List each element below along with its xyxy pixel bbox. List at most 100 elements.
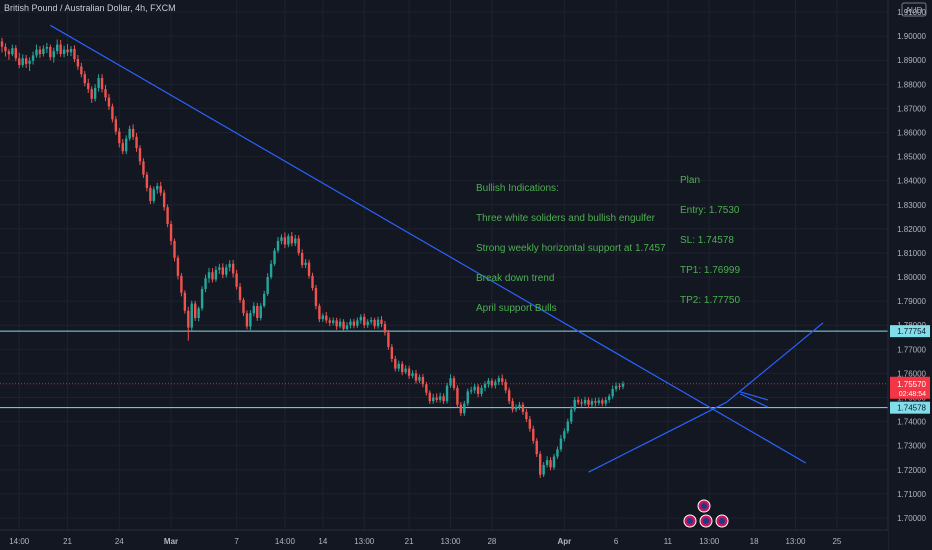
candle-body xyxy=(142,161,145,175)
candle xyxy=(614,382,618,392)
candle xyxy=(438,392,442,403)
candle-body xyxy=(245,313,249,327)
candle xyxy=(401,361,404,376)
candle xyxy=(490,378,494,389)
candle xyxy=(525,409,528,423)
candle xyxy=(56,39,59,55)
candle-body xyxy=(521,404,525,412)
candle xyxy=(452,375,456,391)
plan-line: SL: 1.74578 xyxy=(680,235,734,246)
candle xyxy=(545,456,549,468)
candle-body xyxy=(145,174,149,188)
candle xyxy=(194,300,197,321)
candle-body xyxy=(390,346,394,359)
level-price-tag: 1.77754 xyxy=(890,325,930,338)
bullish-line: Three white soliders and bullish engulfe… xyxy=(476,213,655,224)
candle xyxy=(432,393,435,404)
y-tick-label: 1.81000 xyxy=(897,249,926,258)
candle-body xyxy=(100,78,104,90)
candle xyxy=(35,44,38,58)
candle-body xyxy=(66,49,69,53)
candle xyxy=(414,370,418,384)
candle-body xyxy=(307,262,311,276)
candle xyxy=(604,397,607,407)
candle-body xyxy=(556,449,559,457)
candle xyxy=(242,297,245,317)
countdown-label: 02:48:54 xyxy=(899,391,926,398)
candle xyxy=(539,451,542,478)
candle-body xyxy=(504,381,507,391)
candle-body xyxy=(149,187,152,201)
y-tick-label: 1.90000 xyxy=(897,32,926,41)
bullish-indications-note: Bullish Indications: Three white solider… xyxy=(476,164,666,334)
candle xyxy=(559,434,563,452)
candle xyxy=(435,393,438,403)
x-tick-label: Apr xyxy=(557,537,571,546)
candle xyxy=(235,269,238,290)
candle xyxy=(221,263,224,279)
candle-body xyxy=(559,438,563,450)
candle xyxy=(121,139,124,155)
candle-body xyxy=(539,454,542,475)
candle xyxy=(445,382,449,404)
grid xyxy=(0,0,888,530)
candle-body xyxy=(621,383,625,387)
candle-body xyxy=(335,320,338,327)
candle xyxy=(342,319,345,332)
candle xyxy=(373,317,376,329)
candle xyxy=(328,317,331,327)
candle xyxy=(290,231,293,247)
candle xyxy=(93,84,97,102)
candle-body xyxy=(611,389,614,397)
x-tick-label: 13:00 xyxy=(785,537,806,546)
plan-line: TP2: 1.77750 xyxy=(680,295,741,306)
candle xyxy=(514,404,518,412)
candle-body xyxy=(90,89,93,99)
candle xyxy=(200,286,204,311)
candle-body xyxy=(18,58,21,66)
candle xyxy=(618,383,621,390)
candle-body xyxy=(273,250,276,264)
candle xyxy=(387,329,390,350)
candle xyxy=(42,45,45,57)
candle xyxy=(345,322,349,332)
candle xyxy=(21,54,24,68)
candle-body xyxy=(118,131,121,144)
last-price-tag-bg xyxy=(890,376,930,399)
candle-body xyxy=(35,49,38,56)
last-price-tag: 1.75570 02:48:54 xyxy=(890,376,930,399)
candle-body xyxy=(180,275,183,293)
candle-body xyxy=(425,384,428,393)
candle-body xyxy=(470,390,473,392)
candle-body xyxy=(242,299,245,314)
x-tick-label: 21 xyxy=(63,537,72,546)
candle-body xyxy=(328,320,331,323)
candle xyxy=(214,266,218,282)
candle-body xyxy=(601,400,604,404)
candle-body xyxy=(125,138,128,152)
candle xyxy=(425,381,428,396)
x-tick-label: 14:00 xyxy=(9,537,30,546)
candle xyxy=(570,406,573,424)
candle-body xyxy=(618,385,621,387)
candle xyxy=(356,317,359,328)
candle-body xyxy=(570,409,573,422)
candle-body xyxy=(207,272,211,279)
candle-body xyxy=(218,267,221,270)
candle xyxy=(128,125,131,141)
candle xyxy=(52,47,55,63)
candle xyxy=(311,272,314,291)
candle-body xyxy=(456,387,459,405)
candle xyxy=(97,74,100,92)
candle xyxy=(187,306,190,341)
currency-badge-label: AUD xyxy=(906,6,923,15)
candle-body xyxy=(14,48,17,59)
candle-body xyxy=(31,55,35,61)
candle-body xyxy=(369,319,373,322)
event-flag-center-icon xyxy=(719,518,725,524)
candle xyxy=(104,85,107,102)
candle xyxy=(66,44,69,56)
candle-body xyxy=(56,44,59,52)
